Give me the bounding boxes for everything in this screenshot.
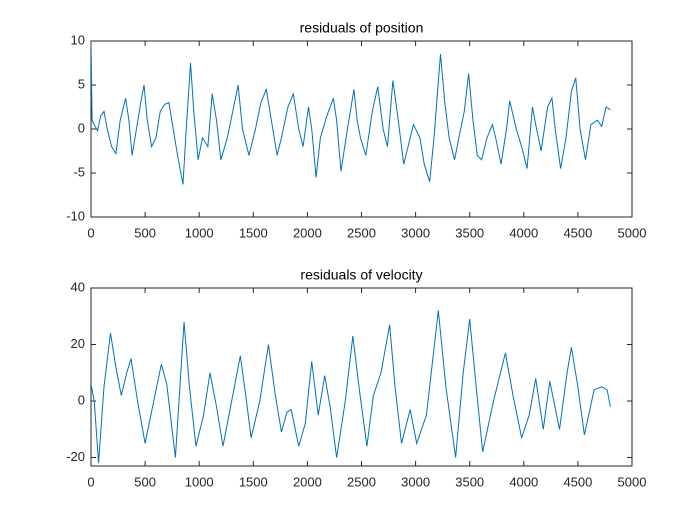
x-tick-label: 2000 (293, 474, 322, 489)
y-tick-label: 40 (71, 279, 85, 294)
x-tick-label: 3000 (401, 225, 430, 240)
y-tick-label: -20 (66, 449, 85, 464)
x-tick-label: 2500 (347, 474, 376, 489)
y-tick-label: 10 (71, 32, 85, 47)
axes-frame (90, 40, 633, 218)
x-tick-label: 5000 (618, 225, 647, 240)
x-tick-label: 4000 (509, 225, 538, 240)
y-tick-label: 0 (78, 120, 85, 135)
x-tick-label: 1000 (185, 474, 214, 489)
x-tick-label: 0 (87, 474, 94, 489)
x-tick-label: 1500 (239, 474, 268, 489)
axes-title: residuals of velocity (300, 267, 422, 283)
y-tick-label: -10 (66, 208, 85, 223)
axes-frame (90, 287, 633, 467)
x-tick-label: 500 (134, 225, 156, 240)
x-tick-label: 2000 (293, 225, 322, 240)
x-tick-label: 4000 (509, 474, 538, 489)
x-tick-label: 3000 (401, 474, 430, 489)
x-tick-label: 2500 (347, 225, 376, 240)
x-tick-label: 5000 (618, 474, 647, 489)
x-tick-label: 1500 (239, 225, 268, 240)
y-tick-label: -5 (73, 164, 85, 179)
y-tick-label: 5 (78, 76, 85, 91)
x-tick-label: 1000 (185, 225, 214, 240)
data-line (91, 41, 611, 185)
x-tick-label: 500 (134, 474, 156, 489)
data-line (91, 310, 611, 464)
y-tick-label: 20 (71, 336, 85, 351)
x-tick-label: 3500 (455, 474, 484, 489)
axes-title: residuals of position (300, 20, 424, 36)
x-tick-label: 4500 (563, 474, 592, 489)
x-tick-label: 3500 (455, 225, 484, 240)
x-tick-label: 0 (87, 225, 94, 240)
x-tick-label: 4500 (563, 225, 592, 240)
y-tick-label: 0 (78, 392, 85, 407)
